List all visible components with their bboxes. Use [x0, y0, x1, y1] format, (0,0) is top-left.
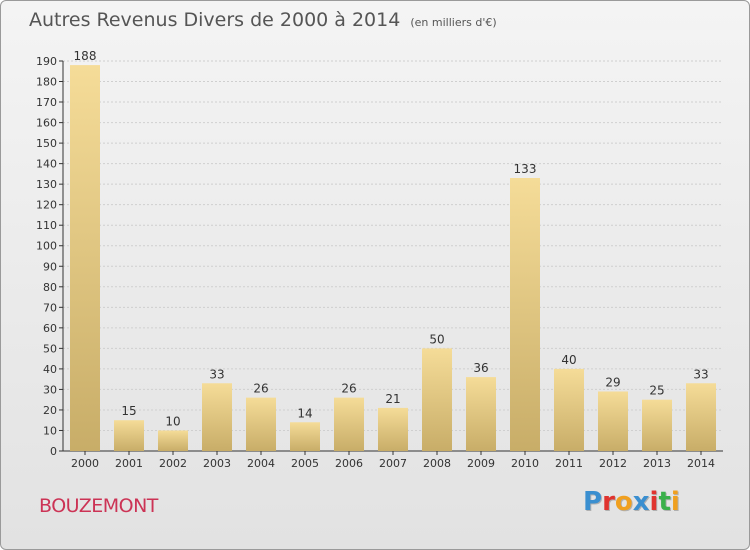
chart-unit: (en milliers d'€)	[410, 16, 497, 29]
x-tick-label: 2002	[159, 457, 187, 470]
data-label: 26	[253, 382, 268, 396]
y-tick-label: 30	[43, 383, 57, 396]
x-tick-label: 2001	[115, 457, 143, 470]
bar	[246, 397, 276, 451]
bar	[510, 178, 540, 451]
data-label: 188	[74, 49, 97, 63]
y-tick-label: 160	[36, 117, 57, 130]
bar	[422, 348, 452, 451]
logo-letter: P	[583, 487, 603, 517]
x-tick-label: 2000	[71, 457, 99, 470]
data-label: 36	[473, 361, 488, 375]
y-tick-label: 180	[36, 76, 57, 89]
bar	[466, 377, 496, 451]
y-tick-label: 10	[43, 424, 57, 437]
bar	[334, 397, 364, 451]
data-label: 40	[561, 353, 576, 367]
data-label: 14	[297, 406, 312, 420]
y-tick-label: 110	[36, 219, 57, 232]
y-tick-label: 50	[43, 342, 57, 355]
y-tick-label: 20	[43, 404, 57, 417]
y-tick-label: 70	[43, 301, 57, 314]
commune-name: BOUZEMONT	[39, 495, 158, 517]
y-tick-label: 140	[36, 158, 57, 171]
x-tick-label: 2005	[291, 457, 319, 470]
y-tick-label: 100	[36, 240, 57, 253]
logo-letter: i	[649, 487, 659, 517]
y-tick-label: 150	[36, 137, 57, 150]
data-label: 33	[209, 367, 224, 381]
y-tick-label: 60	[43, 322, 57, 335]
x-tick-label: 2007	[379, 457, 407, 470]
bar	[642, 399, 672, 451]
y-tick-label: 40	[43, 363, 57, 376]
bar	[70, 65, 100, 452]
y-tick-label: 170	[36, 96, 57, 109]
y-tick-label: 130	[36, 178, 57, 191]
data-label: 33	[693, 367, 708, 381]
data-label: 25	[649, 384, 664, 398]
x-tick-label: 2006	[335, 457, 363, 470]
proxiti-logo: Proxiti	[583, 487, 680, 517]
bar	[290, 422, 320, 451]
x-tick-label: 2003	[203, 457, 231, 470]
x-tick-label: 2011	[555, 457, 583, 470]
y-tick-label: 80	[43, 281, 57, 294]
bar	[158, 430, 188, 451]
logo-letter: i	[670, 487, 680, 517]
x-tick-label: 2004	[247, 457, 275, 470]
logo-letter: o	[614, 487, 633, 517]
data-label: 50	[429, 332, 444, 346]
data-label: 133	[514, 162, 537, 176]
x-tick-label: 2010	[511, 457, 539, 470]
bar	[202, 383, 232, 451]
x-tick-label: 2009	[467, 457, 495, 470]
x-tick-label: 2013	[643, 457, 671, 470]
x-tick-label: 2008	[423, 457, 451, 470]
y-tick-label: 190	[36, 55, 57, 68]
bar	[378, 407, 408, 451]
x-tick-label: 2012	[599, 457, 627, 470]
x-tick-label: 2014	[687, 457, 715, 470]
y-tick-label: 120	[36, 199, 57, 212]
bar	[114, 420, 144, 451]
bar	[598, 391, 628, 451]
data-label: 21	[385, 392, 400, 406]
logo-letter: t	[658, 487, 671, 517]
data-label: 29	[605, 375, 620, 389]
chart-title-text: Autres Revenus Divers de 2000 à 2014	[29, 9, 401, 31]
data-label: 26	[341, 382, 356, 396]
data-label: 15	[121, 404, 136, 418]
chart-title: Autres Revenus Divers de 2000 à 2014 (en…	[29, 9, 497, 31]
logo-letter: x	[632, 487, 650, 517]
y-tick-label: 0	[50, 445, 57, 458]
bar	[686, 383, 716, 451]
y-tick-label: 90	[43, 260, 57, 273]
logo-letter: r	[602, 487, 615, 517]
bar	[554, 368, 584, 451]
data-label: 10	[165, 414, 180, 428]
